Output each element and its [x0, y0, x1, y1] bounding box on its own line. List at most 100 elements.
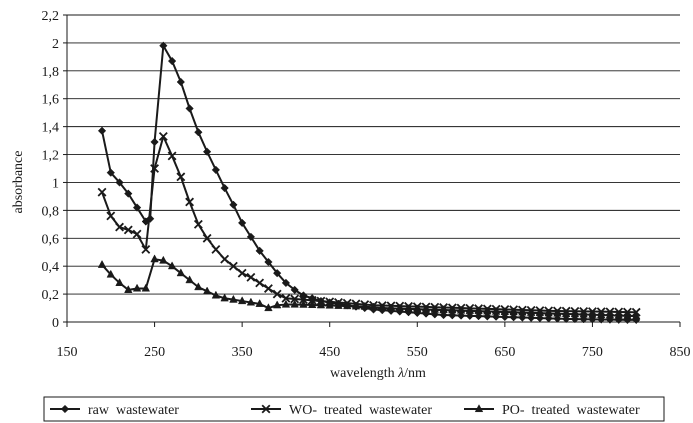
data-point	[623, 311, 632, 319]
data-point	[535, 308, 545, 317]
data-point	[159, 255, 168, 264]
data-point	[123, 225, 133, 235]
y-tick-label: 1,2	[42, 149, 60, 164]
data-point	[316, 300, 326, 309]
data-point	[561, 309, 571, 317]
data-point	[263, 284, 273, 293]
data-point	[194, 128, 203, 137]
data-point	[483, 312, 492, 321]
data-point	[97, 259, 107, 268]
data-point	[500, 312, 510, 322]
legend-marker	[474, 404, 484, 413]
x-tick-label: 250	[144, 345, 165, 360]
data-point	[220, 254, 230, 264]
y-tick-label: 2	[52, 37, 59, 52]
series-3	[97, 254, 641, 320]
data-point	[150, 137, 159, 147]
data-point	[167, 261, 177, 270]
data-point	[491, 306, 501, 315]
data-point	[176, 172, 186, 182]
y-tick-label: 0,2	[42, 288, 60, 303]
y-tick-label: 0,6	[42, 232, 60, 247]
data-point	[281, 278, 291, 288]
data-point	[509, 307, 518, 316]
data-point	[159, 41, 168, 50]
data-point	[413, 304, 422, 313]
data-point	[185, 275, 194, 284]
data-point	[544, 308, 553, 317]
data-point	[106, 269, 116, 278]
data-point	[193, 219, 203, 229]
legend: raw wastewater WO- treated wastewater PO- …	[43, 396, 665, 422]
data-point	[255, 246, 264, 255]
data-point	[228, 261, 238, 271]
data-point	[211, 244, 221, 254]
data-point	[202, 233, 212, 243]
data-point	[290, 285, 299, 295]
data-point	[281, 299, 291, 308]
data-point	[605, 310, 615, 319]
series-line	[101, 258, 637, 318]
data-point	[518, 313, 527, 322]
data-point	[158, 131, 168, 141]
data-point	[579, 309, 588, 318]
data-point	[273, 269, 282, 278]
data-point	[404, 304, 413, 312]
data-point	[500, 307, 510, 316]
data-point	[255, 299, 264, 307]
data-point	[343, 301, 352, 310]
data-point	[246, 232, 256, 242]
data-point	[237, 218, 247, 228]
data-point	[272, 289, 282, 299]
data-point	[167, 151, 177, 161]
data-point	[281, 293, 291, 303]
x-tick-label: 650	[494, 345, 515, 360]
series-group	[97, 41, 641, 325]
data-point	[544, 314, 553, 323]
data-point	[176, 77, 185, 87]
data-point	[115, 178, 124, 187]
data-point	[430, 304, 440, 313]
data-point	[360, 301, 369, 310]
data-point	[290, 294, 300, 304]
data-point	[596, 310, 606, 319]
data-point	[132, 229, 142, 239]
data-point	[150, 254, 159, 263]
data-point	[421, 304, 431, 313]
data-point	[211, 165, 221, 175]
data-point	[290, 299, 299, 308]
y-tick-label: 1,8	[42, 65, 60, 80]
tick-labels: 0 0,2 0,4 0,6 0,8 1 1,2 1,4 1,6 1,8 2 2,2 150 250 350 4…	[42, 9, 691, 360]
data-point	[115, 222, 124, 232]
data-point	[237, 296, 247, 305]
data-point	[562, 314, 571, 324]
data-point	[141, 283, 151, 292]
data-point	[439, 310, 448, 320]
data-point	[220, 183, 229, 193]
data-point	[124, 285, 133, 293]
data-point	[439, 305, 448, 314]
x-tick-label: 850	[670, 345, 691, 360]
y-tick-label: 0	[52, 316, 59, 331]
data-point	[386, 303, 396, 312]
grid-lines	[67, 14, 680, 295]
y-tick-label: 0,4	[42, 260, 60, 275]
series-line	[101, 135, 637, 314]
data-point	[518, 307, 527, 316]
data-point	[141, 244, 151, 254]
x-axis-title-symbol: λ	[397, 366, 404, 381]
data-point	[237, 268, 247, 278]
y-tick-label: 2,2	[42, 9, 60, 24]
data-point	[448, 305, 457, 314]
legend-label: raw wastewater	[88, 403, 179, 418]
x-axis-title-unit: /nm	[404, 366, 426, 381]
data-point	[395, 303, 404, 312]
x-axis-title-text: wavelength	[330, 366, 398, 381]
y-tick-label: 1,4	[42, 121, 60, 136]
x-tick-label: 150	[57, 345, 78, 360]
legend-marker	[60, 404, 70, 414]
data-point	[106, 168, 115, 177]
data-point	[570, 309, 580, 318]
data-point	[167, 56, 177, 66]
